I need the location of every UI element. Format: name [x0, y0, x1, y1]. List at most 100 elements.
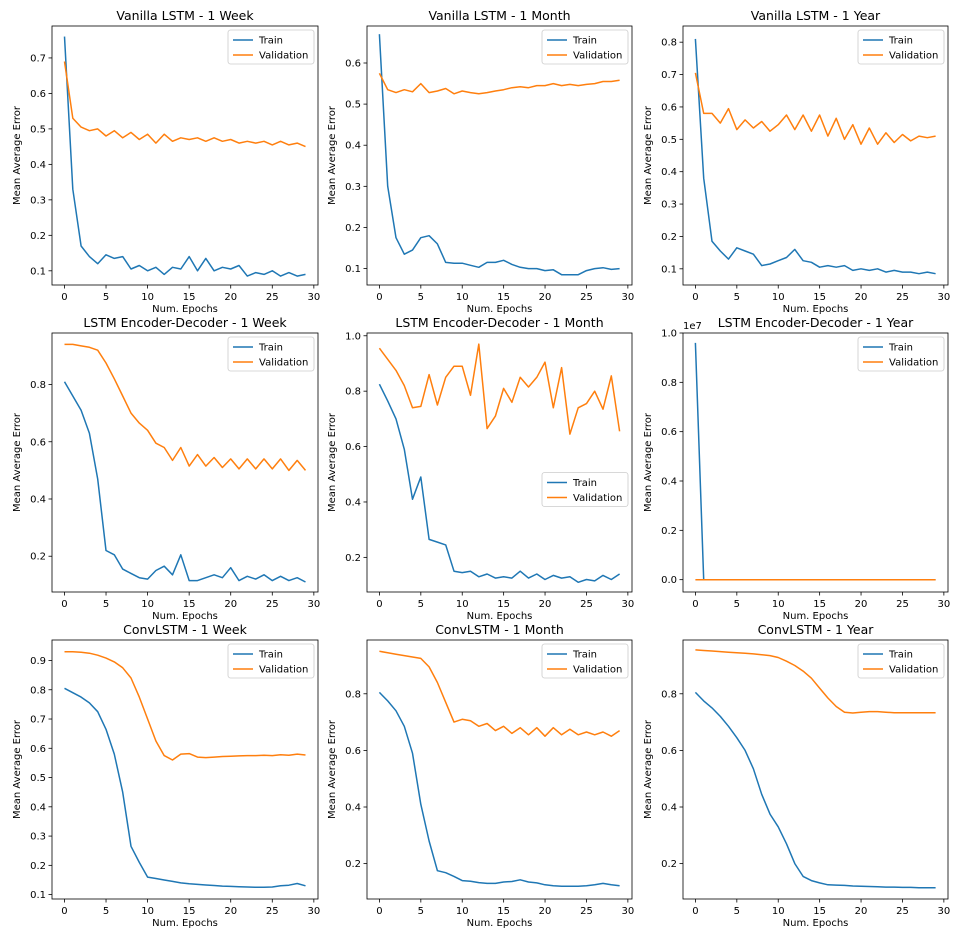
x-tick-label: 15 [497, 599, 510, 610]
y-axis-label: Mean Average Error [327, 412, 338, 512]
x-tick-label: 5 [418, 599, 424, 610]
y-tick-label: 0.2 [661, 859, 677, 870]
y-axis-label: Mean Average Error [327, 105, 338, 205]
x-tick-label: 15 [183, 292, 196, 303]
validation-series-line [64, 343, 307, 472]
legend: Train Validation [227, 29, 315, 65]
x-tick-label: 20 [224, 906, 237, 917]
x-tick-label: 30 [307, 292, 320, 303]
axes-frame [682, 332, 949, 593]
y-axis-label: Mean Average Error [643, 719, 654, 819]
x-tick-label: 10 [456, 599, 469, 610]
legend-validation-label: Validation [259, 665, 308, 676]
x-tick-label: 30 [307, 906, 320, 917]
y-tick-label: 0.2 [661, 526, 677, 537]
y-tick-label: 0.8 [661, 689, 677, 700]
legend: Train Validation [857, 643, 945, 679]
x-tick-label: 0 [692, 599, 698, 610]
legend-validation-label: Validation [573, 51, 622, 62]
x-tick-label: 25 [266, 906, 279, 917]
legend-validation-label: Validation [259, 51, 308, 62]
train-series-line [694, 691, 936, 889]
x-tick-label: 30 [937, 599, 950, 610]
train-series-line [378, 34, 620, 276]
y-tick-label: 0.5 [345, 100, 361, 111]
validation-series-line [63, 61, 306, 148]
x-tick-label: 5 [103, 906, 109, 917]
x-tick-label: 10 [772, 292, 785, 303]
axes-frame [366, 25, 633, 286]
train-series-line [694, 38, 936, 275]
legend: Train Validation [857, 29, 945, 65]
x-tick-label: 20 [855, 599, 868, 610]
x-tick-label: 0 [61, 599, 67, 610]
x-axis-label: Num. Epochs [152, 304, 218, 315]
y-tick-label: 1.0 [345, 331, 361, 342]
y-tick-label: 0.5 [30, 773, 46, 784]
legend-train-label: Train [572, 650, 597, 661]
y-tick-label: 0.2 [345, 859, 361, 870]
x-tick-label: 25 [896, 599, 909, 610]
subplot: Vanilla LSTM - 1 Week 0 5 10 15 20 25 30 0.1 0.2 0… [12, 8, 320, 315]
y-axis-label: Mean Average Error [12, 719, 23, 819]
legend-train-label: Train [572, 36, 597, 47]
x-axis-label: Num. Epochs [783, 611, 849, 622]
y-tick-label: 0.2 [30, 861, 46, 872]
y-tick-label: 0.7 [30, 715, 46, 726]
x-tick-label: 30 [937, 292, 950, 303]
y-tick-label: 0.6 [661, 102, 677, 113]
y-tick-label: 0.6 [30, 744, 46, 755]
y-tick-label: 0.4 [30, 802, 46, 813]
y-tick-label: 0.4 [345, 803, 361, 814]
axes-frame [51, 25, 319, 286]
subplot: ConvLSTM - 1 Week 0 5 10 15 20 25 30 0.1 0.2 0.3 0.… [12, 622, 320, 929]
legend-train-label: Train [888, 650, 913, 661]
legend-validation-label: Validation [889, 358, 938, 369]
legend-validation-label: Validation [573, 665, 622, 676]
x-tick-label: 20 [224, 599, 237, 610]
y-tick-label: 0.5 [661, 135, 677, 146]
x-tick-label: 25 [580, 292, 593, 303]
x-tick-label: 0 [692, 292, 698, 303]
validation-series-line [379, 650, 621, 737]
subplot: Vanilla LSTM - 1 Year 0 5 10 15 20 25 30 0.1 0.2 0… [643, 8, 950, 315]
x-tick-label: 30 [307, 599, 320, 610]
axes-frame [682, 639, 949, 900]
x-tick-label: 10 [456, 292, 469, 303]
subplot: Vanilla LSTM - 1 Month 0 5 10 15 20 25 30 0.1 0.2… [327, 8, 634, 315]
x-axis-label: Num. Epochs [152, 611, 218, 622]
y-tick-label: 0.2 [345, 553, 361, 564]
validation-series-line [64, 650, 306, 761]
y-tick-label: 0.7 [30, 53, 46, 64]
y-tick-label: 0.5 [30, 124, 46, 135]
chart-title: Vanilla LSTM - 1 Month [428, 8, 570, 23]
train-series-line [63, 36, 306, 277]
legend: Train Validation [227, 643, 315, 679]
legend: Train Validation [541, 472, 629, 507]
x-tick-label: 0 [376, 906, 382, 917]
x-tick-label: 10 [456, 906, 469, 917]
x-tick-label: 25 [896, 906, 909, 917]
y-tick-label: 0.6 [30, 89, 46, 100]
y-tick-label: 0.4 [661, 167, 677, 178]
x-axis-label: Num. Epochs [152, 918, 218, 929]
y-tick-label: 0.4 [345, 141, 361, 152]
subplot: LSTM Encoder-Decoder - 1 Month 0 5 10 15 20 25… [327, 315, 634, 622]
y-tick-label: 0.1 [661, 264, 677, 275]
y-tick-label: 0.6 [345, 59, 361, 70]
legend-train-label: Train [258, 343, 283, 354]
subplot: ConvLSTM - 1 Year 0 5 10 15 20 25 30 0.2 0.4 0.6 0.… [643, 622, 950, 929]
y-tick-label: 0.8 [345, 387, 361, 398]
y-tick-label: 0.2 [30, 231, 46, 242]
y-tick-label: 0.4 [661, 477, 677, 488]
legend-train-label: Train [258, 650, 283, 661]
y-tick-label: 0.4 [30, 160, 46, 171]
y-tick-label: 0.2 [345, 223, 361, 234]
y-tick-label: 0.0 [661, 575, 677, 586]
x-tick-label: 15 [813, 599, 826, 610]
x-tick-label: 10 [772, 906, 785, 917]
y-tick-label: 0.1 [30, 890, 46, 901]
axes-frame [366, 639, 633, 900]
x-tick-label: 25 [266, 292, 279, 303]
x-tick-label: 5 [418, 906, 424, 917]
